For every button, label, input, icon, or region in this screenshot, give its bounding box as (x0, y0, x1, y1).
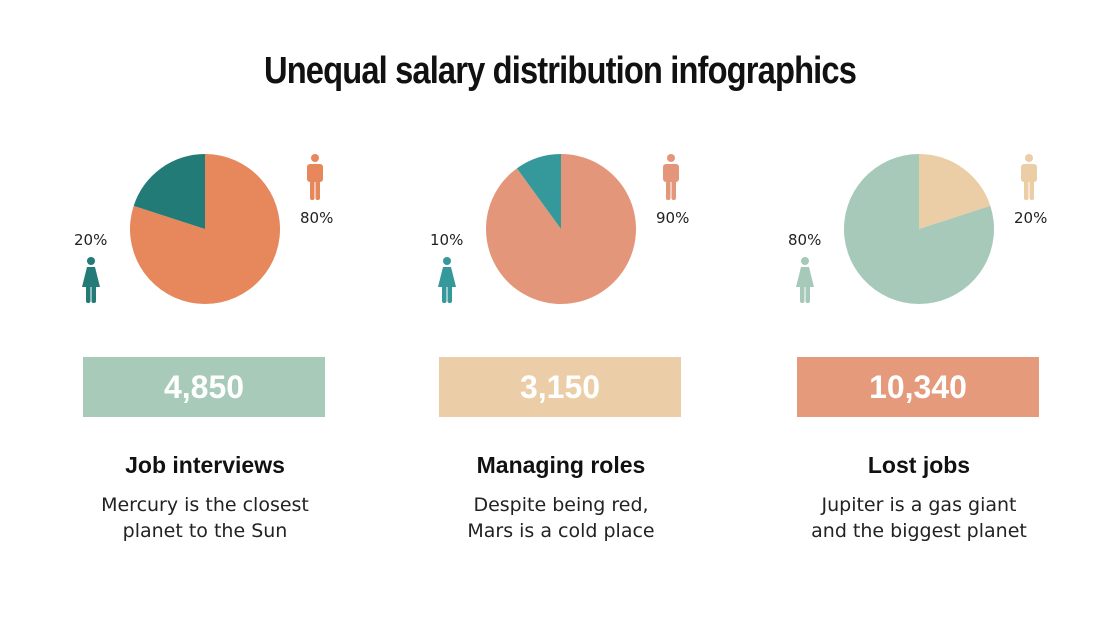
section-heading: Job interviews (125, 452, 285, 478)
stat-box: 3,150 (439, 357, 681, 417)
description-line: Jupiter is a gas giant (821, 494, 1017, 516)
page-title: Unequal salary distribution infographics (263, 50, 857, 92)
stat-box: 4,850 (83, 357, 325, 417)
pie-slice-female (516, 154, 561, 229)
male-icon (1019, 154, 1039, 204)
pie-chart (844, 154, 994, 304)
section-description: Jupiter is a gas giant and the biggest p… (739, 492, 1099, 544)
female-percent-label: 80% (788, 231, 822, 249)
female-icon (794, 257, 816, 307)
pie-slice-male (486, 154, 637, 304)
male-percent-label: 90% (656, 209, 690, 227)
section-heading: Managing roles (476, 452, 646, 478)
description-line: Mars is a cold place (467, 520, 655, 542)
pie-chart (486, 154, 637, 304)
stat-box: 10,340 (797, 357, 1039, 417)
infographic-column: 20% 80% 10,340 Lost jobs Jupiter is a ga… (739, 0, 1099, 630)
section-heading: Lost jobs (867, 452, 971, 478)
description-line: planet to the Sun (122, 520, 288, 542)
description-line: Mercury is the closest (101, 494, 309, 516)
pie-slice-male (919, 154, 991, 229)
female-percent-label: 20% (74, 231, 108, 249)
male-icon (661, 154, 681, 204)
section-description: Despite being red, Mars is a cold place (381, 492, 741, 544)
description-line: Despite being red, (473, 494, 649, 516)
description-line: and the biggest planet (811, 520, 1027, 542)
female-icon (80, 257, 102, 307)
infographic-column: 90% 10% 3,150 Managing roles Despite bei… (381, 0, 741, 630)
section-description: Mercury is the closest planet to the Sun (25, 492, 385, 544)
pie-slice-female (844, 154, 994, 304)
male-icon (305, 154, 325, 204)
infographic-column: 80% 20% 4,850 Job interviews Mercury is … (25, 0, 385, 630)
pie-slice-female (133, 154, 205, 229)
male-percent-label: 80% (300, 209, 334, 227)
pie-chart (130, 154, 280, 304)
male-percent-label: 20% (1014, 209, 1048, 227)
female-percent-label: 10% (430, 231, 464, 249)
female-icon (436, 257, 458, 307)
